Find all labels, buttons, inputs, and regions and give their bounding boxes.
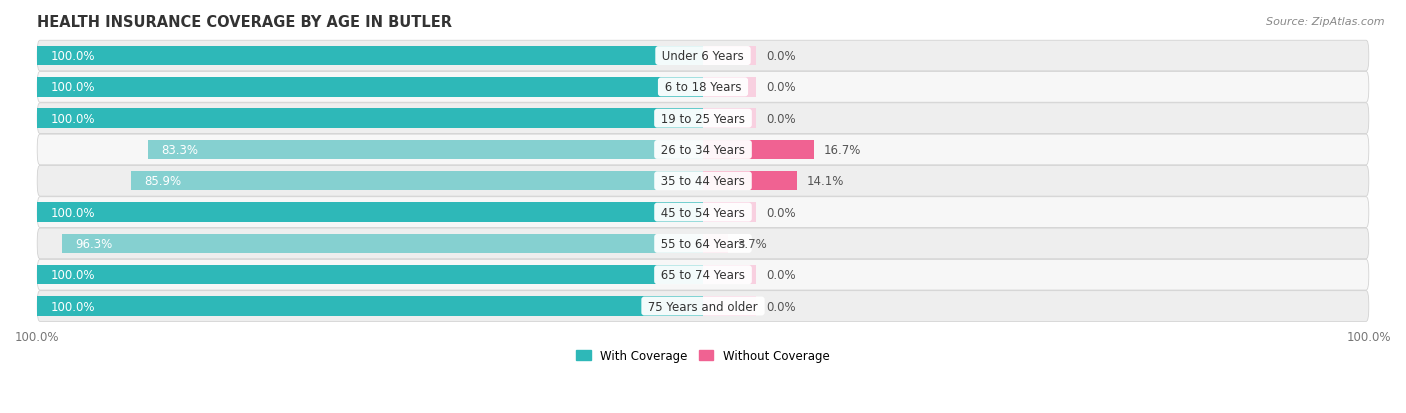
Text: 3.7%: 3.7%: [738, 237, 768, 250]
Legend: With Coverage, Without Coverage: With Coverage, Without Coverage: [572, 344, 834, 367]
FancyBboxPatch shape: [37, 197, 1369, 228]
Text: 100.0%: 100.0%: [51, 206, 96, 219]
Bar: [149, 140, 703, 160]
Bar: [703, 109, 756, 128]
Bar: [37, 109, 703, 128]
Text: 100.0%: 100.0%: [51, 81, 96, 94]
Text: 6 to 18 Years: 6 to 18 Years: [661, 81, 745, 94]
Text: 100.0%: 100.0%: [51, 268, 96, 282]
Bar: [703, 203, 756, 222]
Bar: [131, 172, 703, 191]
FancyBboxPatch shape: [37, 104, 1369, 134]
Bar: [703, 78, 756, 97]
Text: 16.7%: 16.7%: [824, 144, 862, 157]
Text: 14.1%: 14.1%: [807, 175, 844, 188]
Text: 83.3%: 83.3%: [162, 144, 198, 157]
Bar: [703, 297, 756, 316]
Text: 100.0%: 100.0%: [51, 112, 96, 126]
FancyBboxPatch shape: [37, 166, 1369, 197]
Text: 55 to 64 Years: 55 to 64 Years: [657, 237, 749, 250]
Bar: [703, 172, 797, 191]
Bar: [37, 78, 703, 97]
Text: HEALTH INSURANCE COVERAGE BY AGE IN BUTLER: HEALTH INSURANCE COVERAGE BY AGE IN BUTL…: [37, 15, 453, 30]
Text: Source: ZipAtlas.com: Source: ZipAtlas.com: [1267, 17, 1385, 26]
FancyBboxPatch shape: [37, 260, 1369, 290]
Text: 100.0%: 100.0%: [51, 300, 96, 313]
FancyBboxPatch shape: [37, 135, 1369, 166]
Bar: [62, 234, 703, 254]
FancyBboxPatch shape: [37, 228, 1369, 259]
Bar: [703, 234, 728, 254]
Text: 0.0%: 0.0%: [766, 268, 796, 282]
Text: 96.3%: 96.3%: [75, 237, 112, 250]
Text: 19 to 25 Years: 19 to 25 Years: [657, 112, 749, 126]
Text: 0.0%: 0.0%: [766, 81, 796, 94]
Text: 0.0%: 0.0%: [766, 300, 796, 313]
Text: Under 6 Years: Under 6 Years: [658, 50, 748, 63]
Text: 0.0%: 0.0%: [766, 112, 796, 126]
Text: 0.0%: 0.0%: [766, 206, 796, 219]
Bar: [703, 140, 814, 160]
Text: 45 to 54 Years: 45 to 54 Years: [657, 206, 749, 219]
Text: 75 Years and older: 75 Years and older: [644, 300, 762, 313]
FancyBboxPatch shape: [37, 72, 1369, 103]
Bar: [37, 47, 703, 66]
Text: 85.9%: 85.9%: [145, 175, 181, 188]
Text: 0.0%: 0.0%: [766, 50, 796, 63]
Bar: [703, 266, 756, 285]
Text: 26 to 34 Years: 26 to 34 Years: [657, 144, 749, 157]
Bar: [703, 47, 756, 66]
Text: 65 to 74 Years: 65 to 74 Years: [657, 268, 749, 282]
Text: 35 to 44 Years: 35 to 44 Years: [657, 175, 749, 188]
FancyBboxPatch shape: [37, 41, 1369, 72]
FancyBboxPatch shape: [37, 291, 1369, 322]
Bar: [37, 203, 703, 222]
Text: 100.0%: 100.0%: [51, 50, 96, 63]
Bar: [37, 266, 703, 285]
Bar: [37, 297, 703, 316]
